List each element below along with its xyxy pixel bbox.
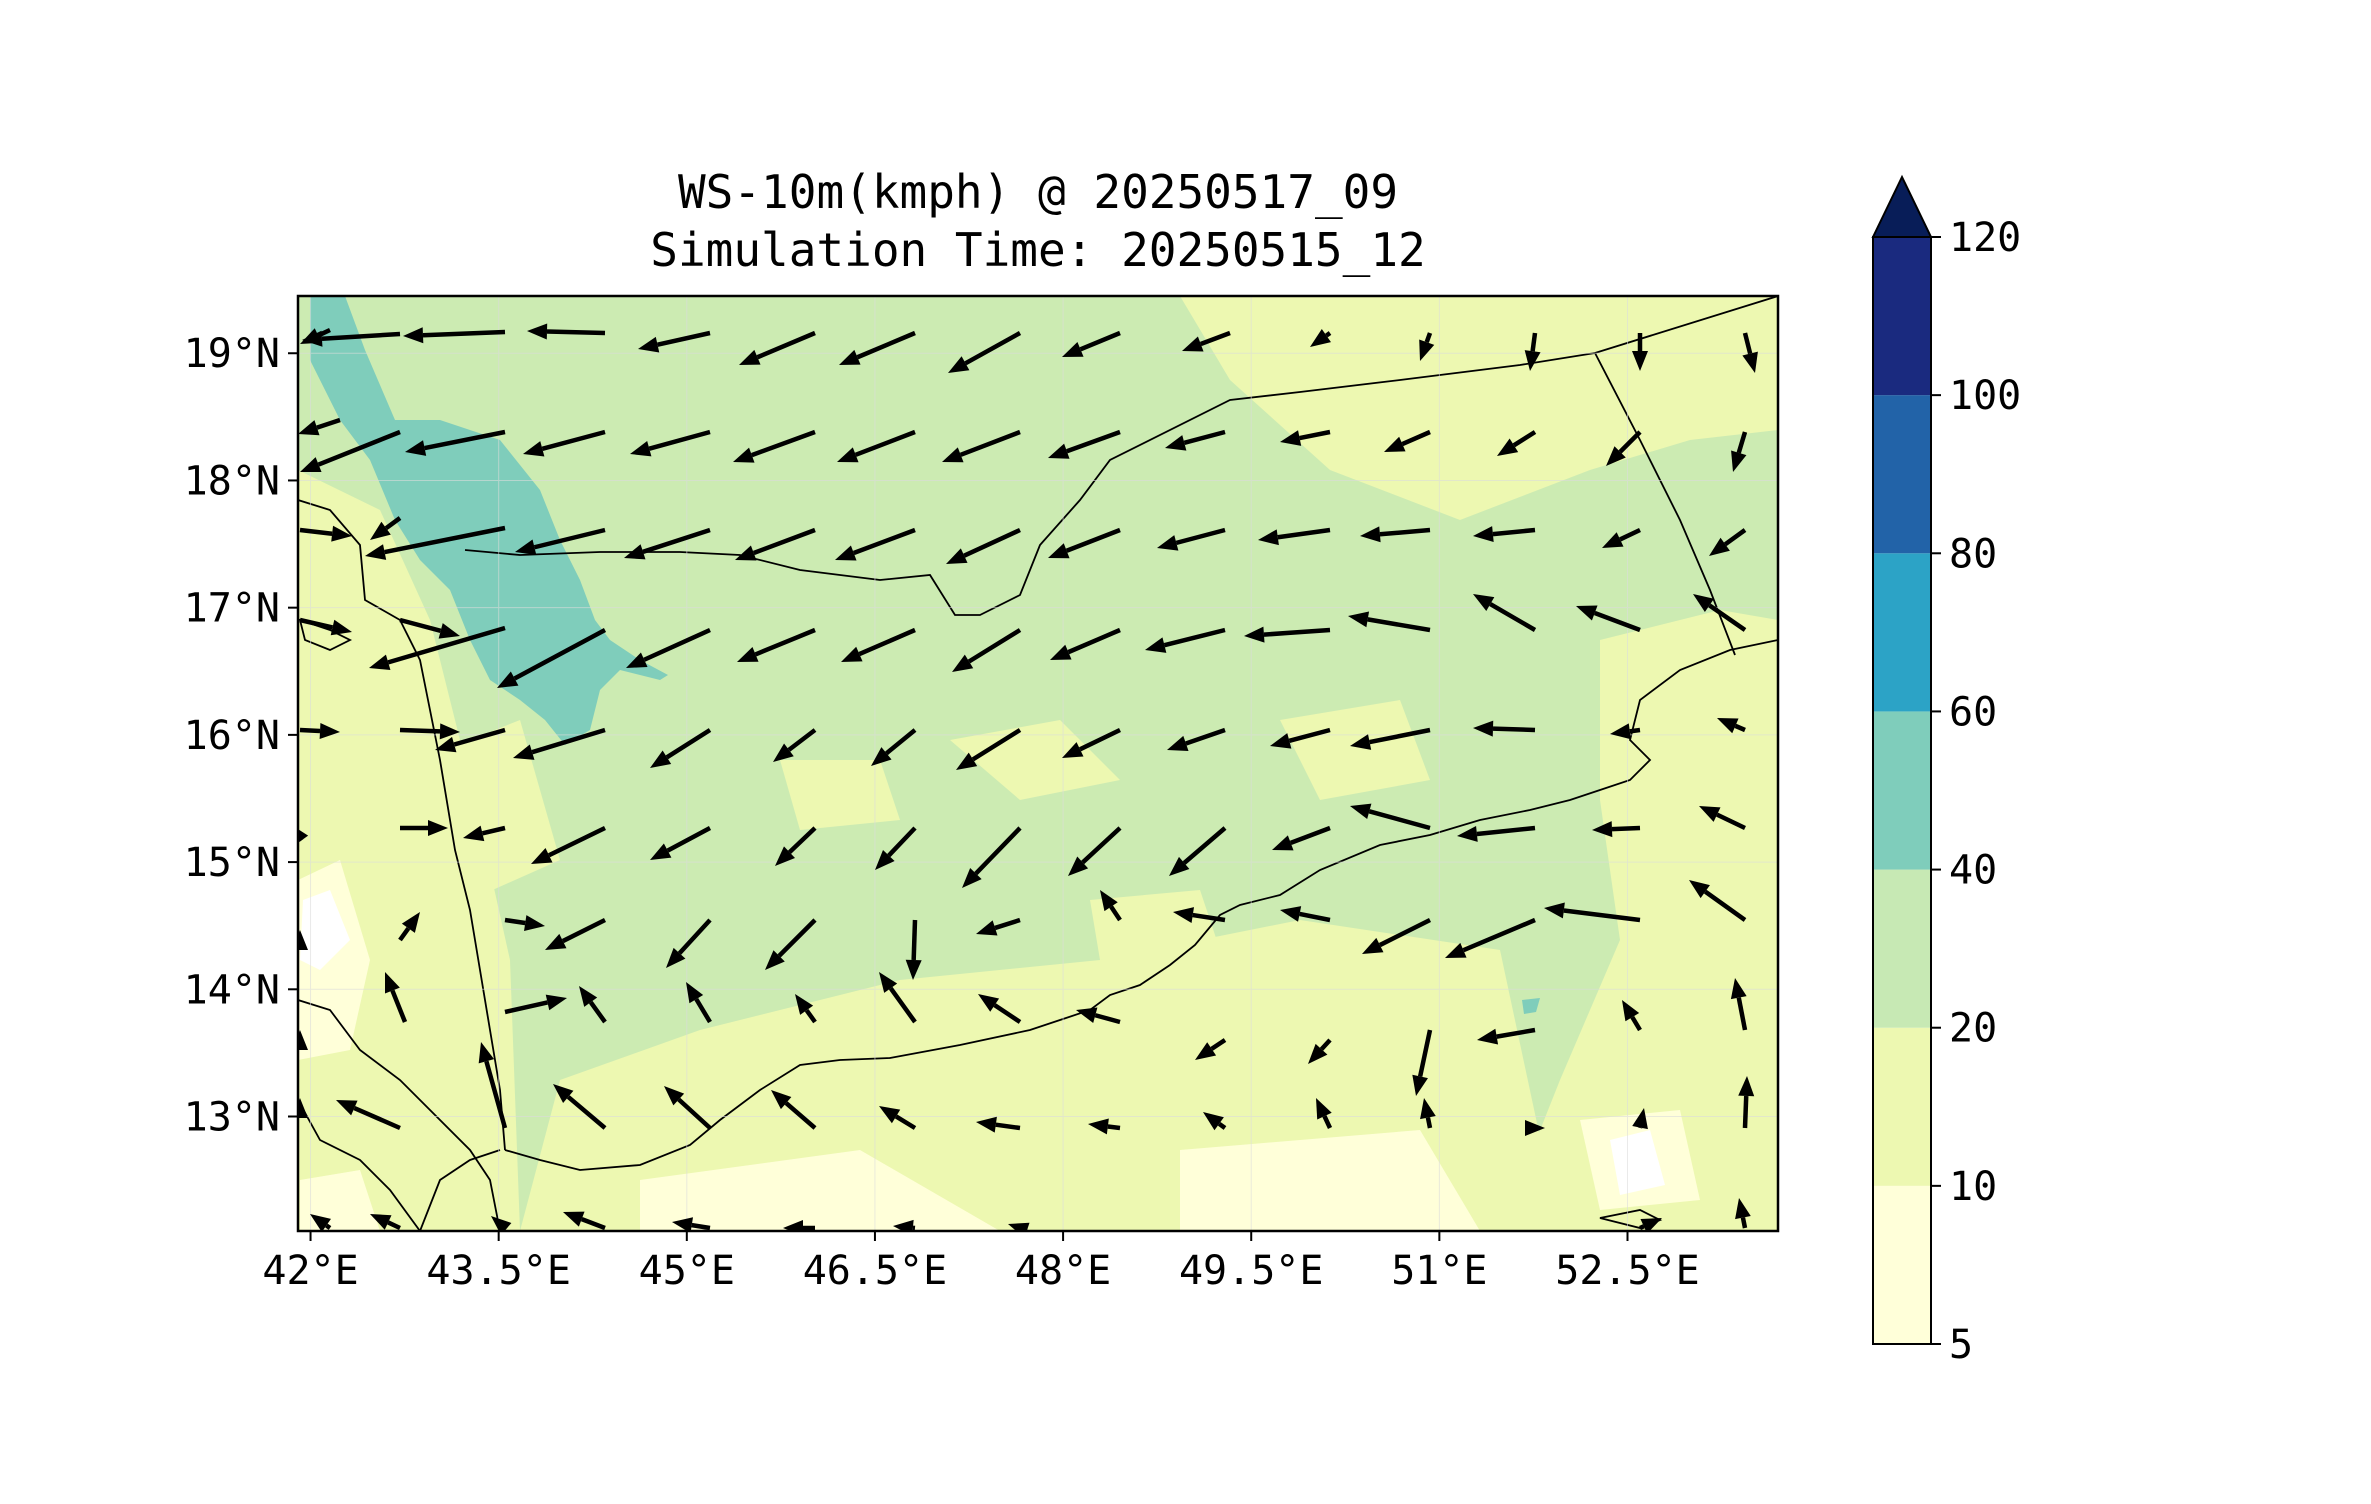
y-tick-label: 14°N xyxy=(184,967,280,1013)
x-tick-label: 45°E xyxy=(639,1248,735,1294)
colorbar-tick-label: 20 xyxy=(1949,1006,1997,1052)
colorbar-tick-label: 80 xyxy=(1949,531,1997,577)
y-tick-label: 17°N xyxy=(184,586,280,632)
x-tick-label: 52.5°E xyxy=(1555,1248,1700,1294)
y-tick-label: 18°N xyxy=(184,458,280,504)
colorbar-tick-label: 10 xyxy=(1949,1164,1997,1210)
colorbar-segment xyxy=(1873,870,1931,1028)
colorbar-segment xyxy=(1873,237,1931,395)
y-tick-label: 15°N xyxy=(184,840,280,886)
y-tick-label: 19°N xyxy=(184,331,280,377)
y-axis-ticks: 19°N 18°N 17°N 16°N 15°N 14°N 13°N xyxy=(184,331,298,1140)
y-tick-label: 13°N xyxy=(184,1095,280,1141)
x-tick-label: 49.5°E xyxy=(1179,1248,1324,1294)
field-region xyxy=(780,760,900,830)
colorbar-segment xyxy=(1873,1028,1931,1186)
colorbar: 5 10 20 40 60 80 100 120 xyxy=(1873,177,2021,1368)
colorbar-tick-label: 5 xyxy=(1949,1322,1973,1368)
colorbar-tick-label: 60 xyxy=(1949,689,1997,735)
colorbar-segment xyxy=(1873,711,1931,869)
colorbar-tick-label: 40 xyxy=(1949,848,1997,894)
map-panel xyxy=(290,296,1778,1238)
colorbar-tick-label: 100 xyxy=(1949,373,2021,419)
colorbar-extend-triangle xyxy=(1873,177,1931,237)
colorbar-tick-label: 120 xyxy=(1949,215,2021,261)
x-tick-label: 42°E xyxy=(262,1248,358,1294)
x-tick-label: 51°E xyxy=(1391,1248,1487,1294)
colorbar-segment xyxy=(1873,553,1931,711)
colorbar-segment xyxy=(1873,1186,1931,1344)
x-tick-label: 46.5°E xyxy=(803,1248,948,1294)
x-tick-label: 48°E xyxy=(1015,1248,1111,1294)
map-title-line-2: Simulation Time: 20250515_12 xyxy=(650,223,1425,277)
x-tick-label: 43.5°E xyxy=(426,1248,571,1294)
colorbar-segment xyxy=(1873,395,1931,553)
y-tick-label: 16°N xyxy=(184,713,280,759)
x-axis-ticks: 42°E 43.5°E 45°E 46.5°E 48°E 49.5°E 51°E 52.5°E xyxy=(262,1231,1699,1294)
map-title-line-1: WS-10m(kmph) @ 20250517_09 xyxy=(678,165,1398,219)
